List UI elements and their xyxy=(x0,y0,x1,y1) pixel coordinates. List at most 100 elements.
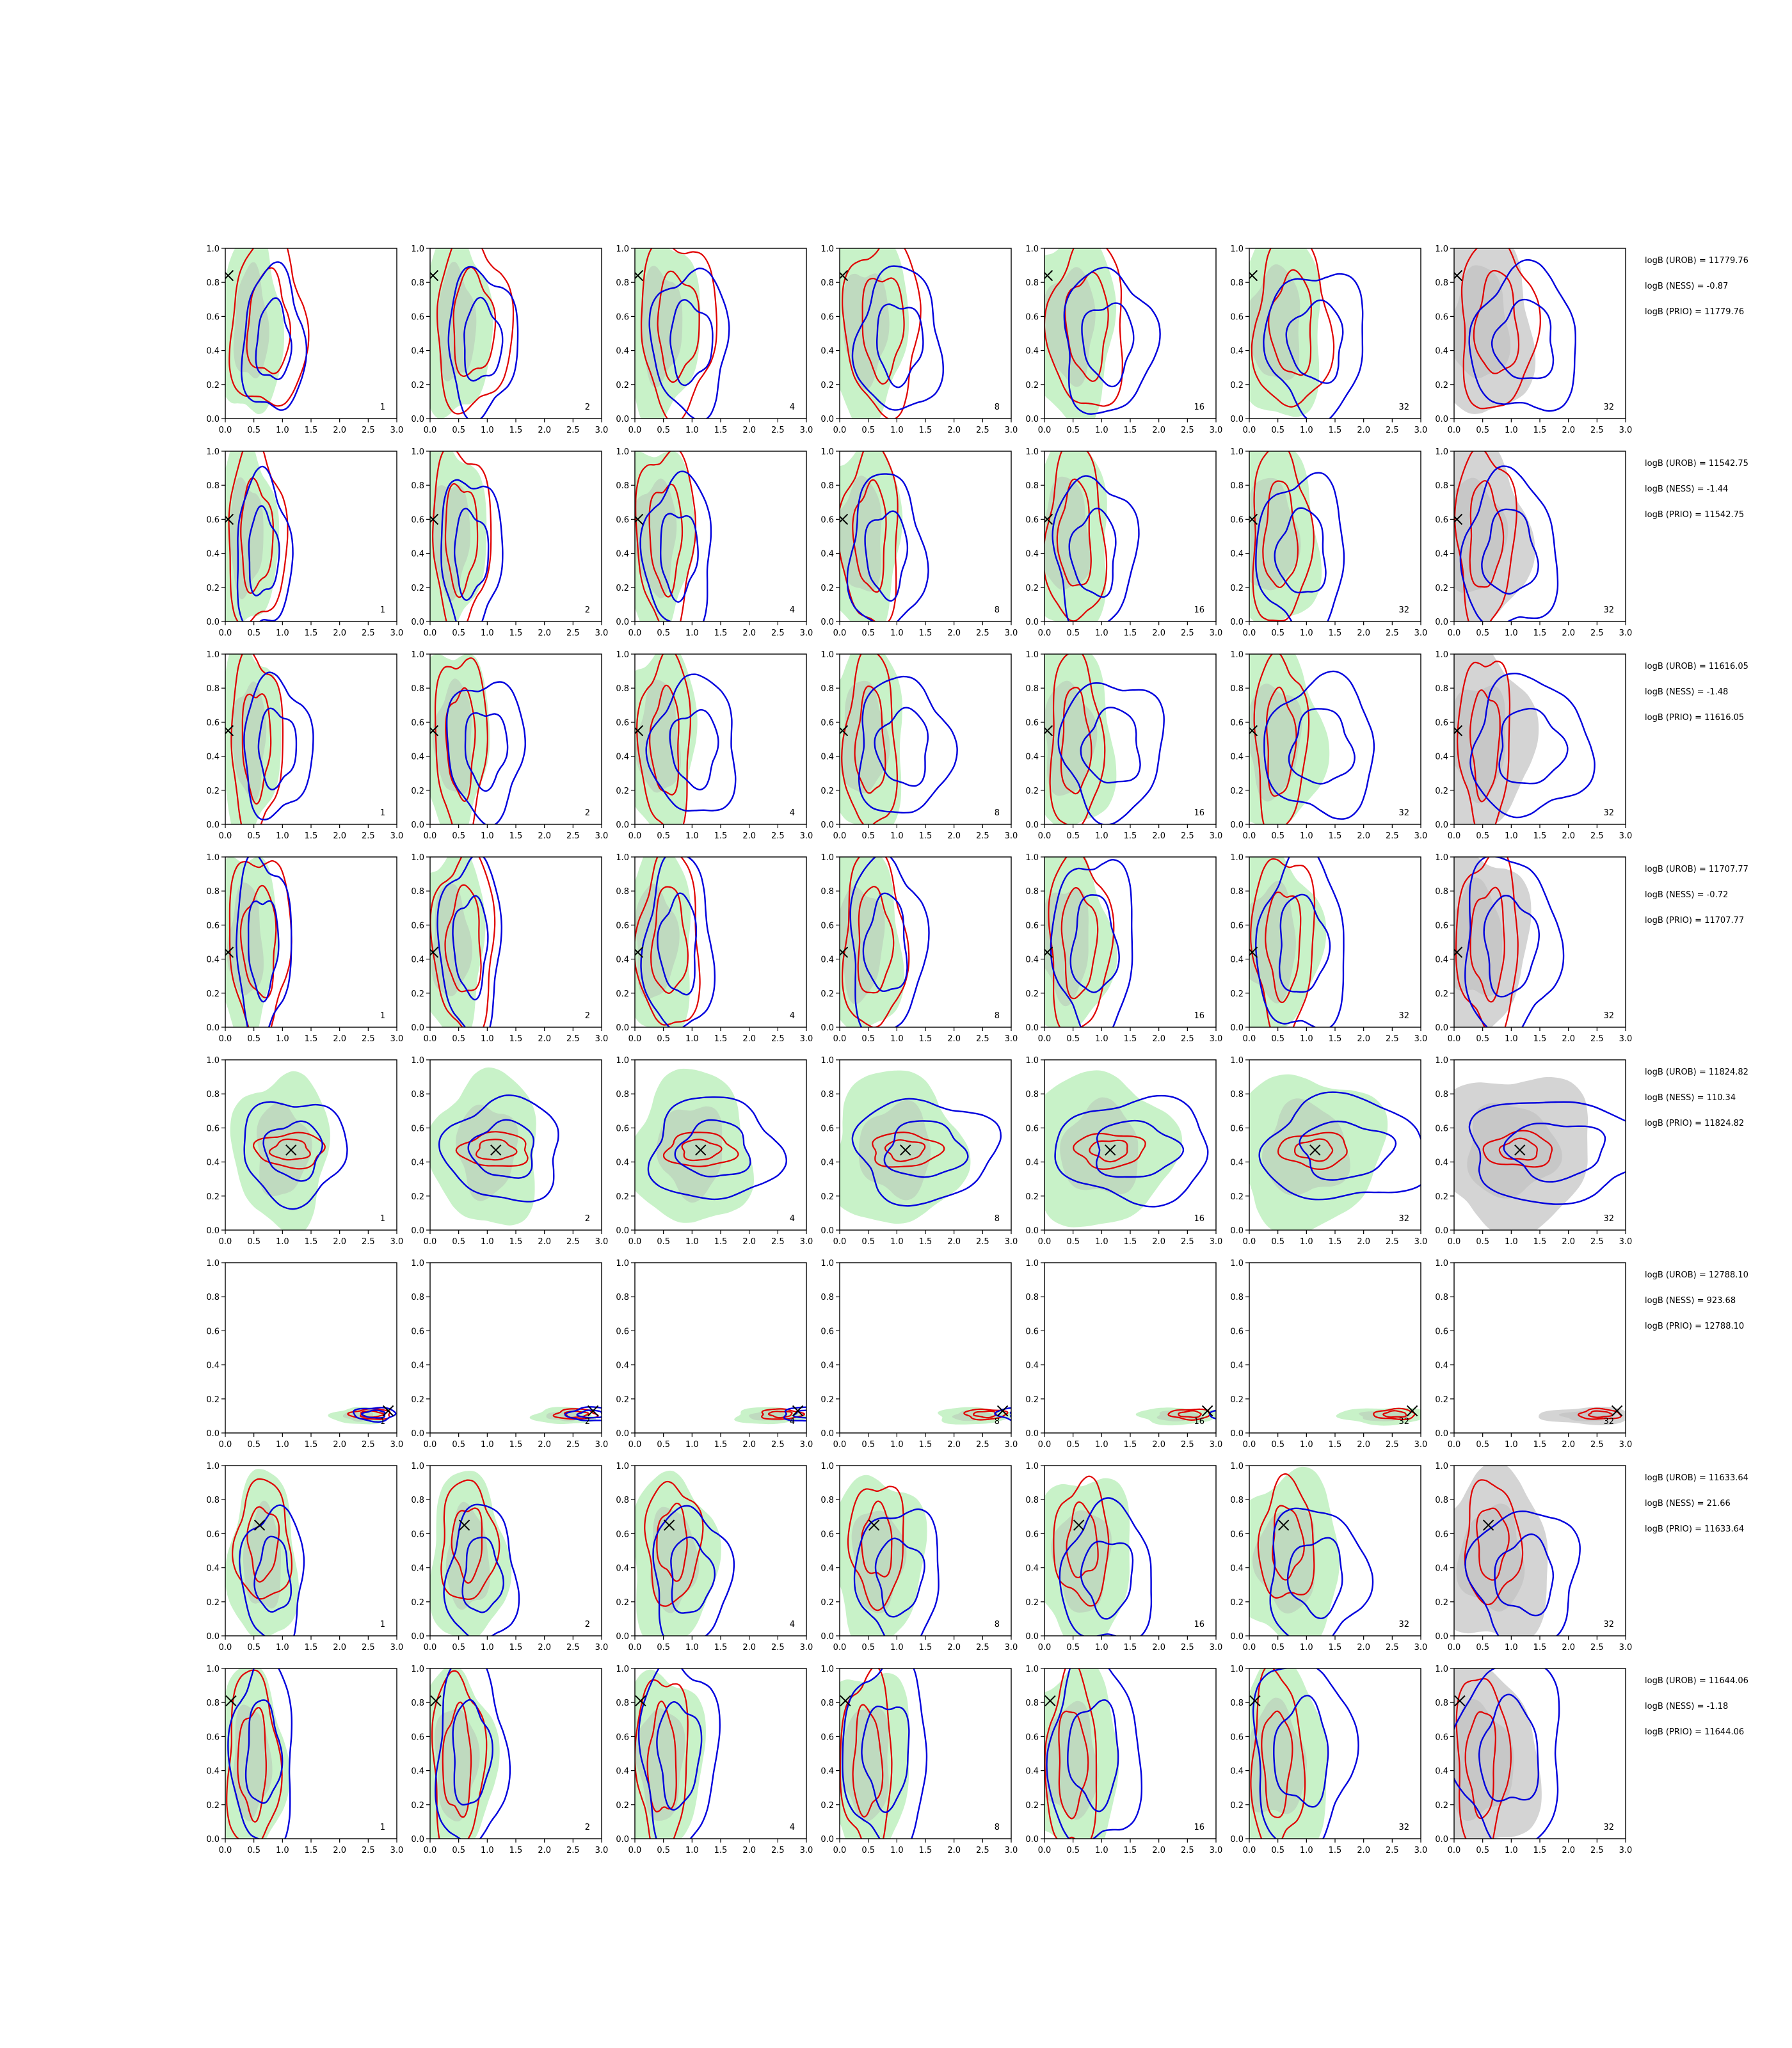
y-tick-label: 0.0 xyxy=(820,1835,834,1844)
x-tick-label: 0.5 xyxy=(861,1643,875,1652)
x-tick-label: 3.0 xyxy=(1005,628,1018,638)
blue-contour-outer xyxy=(1269,1507,1374,1636)
x-tick-label: 2.0 xyxy=(1562,831,1575,841)
x-tick-label: 0.5 xyxy=(452,1237,465,1247)
y-tick-label: 0.2 xyxy=(820,381,834,390)
panel-label: 32 xyxy=(1398,1620,1409,1629)
x-tick-label: 1.5 xyxy=(919,1846,932,1855)
contour-layer xyxy=(225,451,294,621)
red-contour-outer xyxy=(1044,248,1123,407)
x-tick-label: 1.5 xyxy=(1533,1440,1547,1450)
panel-label: 8 xyxy=(995,1214,1000,1224)
panel: 0.0 0.5 1.0 1.5 2.0 2.5 3.0 0.0 0.2 0.4 0.6 0.8 1.0 3… xyxy=(1230,1056,1427,1247)
blue-contour-inner xyxy=(461,1536,504,1613)
x-tick-label: 2.5 xyxy=(976,1846,989,1855)
blue-contour-inner xyxy=(674,1119,751,1178)
y-tick-label: 0.0 xyxy=(1025,820,1039,830)
y-tick-label: 0.0 xyxy=(411,618,424,627)
blue-contour-inner xyxy=(253,1535,292,1613)
panel: 0.0 0.5 1.0 1.5 2.0 2.5 3.0 0.0 0.2 0.4 0.6 0.8 1.0 1… xyxy=(1025,1056,1222,1247)
y-tick-label: 1.0 xyxy=(1025,1259,1039,1268)
x-tick-label: 2.0 xyxy=(742,1034,756,1044)
x-tick-label: 2.5 xyxy=(1590,426,1604,435)
x-tick-label: 3.0 xyxy=(1619,628,1633,638)
x-tick-label: 0.5 xyxy=(247,628,260,638)
truth-marker xyxy=(1044,947,1053,958)
red-contour-inner xyxy=(246,267,291,374)
x-tick-label: 0.0 xyxy=(1038,1643,1052,1652)
x-tick-label: 1.5 xyxy=(1124,1846,1137,1855)
y-tick-label: 0.6 xyxy=(1230,515,1244,525)
x-tick-label: 0.0 xyxy=(1448,1237,1461,1247)
blue-contour-outer xyxy=(238,1504,305,1636)
y-tick-label: 0.0 xyxy=(616,618,629,627)
y-tick-label: 0.8 xyxy=(616,1699,629,1708)
y-tick-label: 1.0 xyxy=(820,1056,834,1066)
logb-stat: logB (UROB) = 11644.06 xyxy=(1645,1676,1748,1686)
y-tick-label: 0.2 xyxy=(206,1801,220,1811)
contour-layer xyxy=(1044,1475,1153,1636)
x-tick-label: 2.5 xyxy=(1181,831,1194,841)
panel-label: 16 xyxy=(1194,1214,1204,1224)
x-tick-label: 1.0 xyxy=(1300,628,1313,638)
x-tick-label: 1.0 xyxy=(1505,426,1518,435)
blue-contour-outer xyxy=(652,1505,735,1636)
y-tick-label: 0.0 xyxy=(820,618,834,627)
y-tick-label: 1.0 xyxy=(1435,1462,1448,1471)
x-tick-label: 3.0 xyxy=(800,1643,813,1652)
x-tick-label: 1.0 xyxy=(1300,1237,1313,1247)
panel-label: 4 xyxy=(790,1620,795,1629)
density-core xyxy=(1249,881,1296,1004)
x-tick-label: 1.5 xyxy=(509,426,523,435)
x-tick-label: 3.0 xyxy=(595,628,609,638)
y-tick-label: 0.4 xyxy=(1025,753,1039,762)
density-core xyxy=(1249,264,1300,381)
truth-marker xyxy=(1044,724,1053,737)
panel-label: 8 xyxy=(995,1011,1000,1021)
y-tick-label: 1.0 xyxy=(1435,650,1448,660)
x-tick-label: 0.5 xyxy=(452,1034,465,1044)
density-fill xyxy=(1044,451,1107,621)
contour-layer xyxy=(1044,248,1161,419)
x-tick-label: 1.0 xyxy=(481,1846,494,1855)
x-tick-label: 1.0 xyxy=(685,426,699,435)
y-tick-label: 0.6 xyxy=(616,718,629,728)
y-tick-label: 0.4 xyxy=(206,1361,220,1371)
red-contour-inner xyxy=(1058,1710,1089,1820)
truth-marker xyxy=(840,724,849,737)
x-tick-label: 0.5 xyxy=(452,831,465,841)
x-tick-label: 0.0 xyxy=(219,628,232,638)
density-core xyxy=(1467,1103,1562,1199)
y-tick-label: 0.4 xyxy=(1025,1158,1039,1168)
x-tick-label: 3.0 xyxy=(1619,1440,1633,1450)
x-tick-label: 1.5 xyxy=(509,1034,523,1044)
x-tick-label: 0.0 xyxy=(833,1846,847,1855)
contour-layer xyxy=(225,1668,293,1839)
x-tick-label: 3.0 xyxy=(1619,831,1633,841)
x-tick-label: 1.0 xyxy=(890,831,904,841)
truth-marker xyxy=(285,1144,297,1156)
blue-contour-outer xyxy=(564,1406,602,1421)
y-tick-label: 0.4 xyxy=(411,1767,424,1777)
y-tick-label: 0.4 xyxy=(1435,347,1448,356)
blue-contour-inner xyxy=(1299,1120,1397,1181)
x-tick-label: 2.0 xyxy=(333,1643,346,1652)
density-core xyxy=(843,273,890,390)
x-tick-label: 0.5 xyxy=(861,831,875,841)
y-tick-label: 0.0 xyxy=(411,1429,424,1439)
x-tick-label: 0.5 xyxy=(452,1440,465,1450)
x-tick-label: 1.0 xyxy=(890,1440,904,1450)
axes-frame xyxy=(429,1262,602,1434)
y-tick-label: 0.2 xyxy=(411,381,424,390)
y-tick-label: 0.8 xyxy=(1025,1699,1039,1708)
x-tick-label: 3.0 xyxy=(800,1846,813,1855)
blue-contour-inner xyxy=(1274,507,1327,594)
x-tick-label: 0.5 xyxy=(1066,426,1080,435)
y-tick-label: 0.4 xyxy=(1025,1767,1039,1777)
panel-label: 4 xyxy=(790,808,795,818)
x-tick-label: 3.0 xyxy=(595,831,609,841)
blue-contour-inner xyxy=(360,1409,386,1419)
y-tick-label: 0.6 xyxy=(820,1530,834,1539)
x-tick-label: 3.0 xyxy=(800,1034,813,1044)
y-tick-label: 1.0 xyxy=(1230,650,1244,660)
